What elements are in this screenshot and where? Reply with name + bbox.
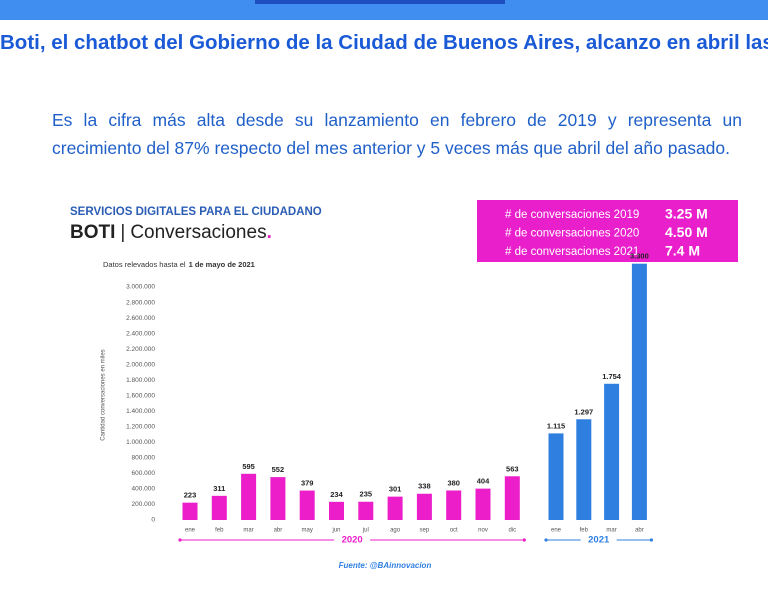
value-label: 338	[418, 482, 431, 491]
value-label: 1.115	[547, 421, 565, 430]
tab	[255, 0, 505, 4]
summary-label: # de conversaciones 2021	[505, 246, 639, 258]
bar	[604, 383, 620, 520]
summary-box	[477, 200, 738, 262]
y-tick-label: 800.000	[132, 455, 156, 462]
chart-note: Datos relevados hasta el 1 de mayo de 202…	[103, 260, 255, 269]
bar	[416, 493, 432, 520]
bar	[548, 433, 564, 520]
y-tick-label: 1.400.000	[126, 408, 155, 415]
top-bar	[0, 0, 768, 20]
chart-title: BOTI | Conversaciones.	[70, 222, 272, 243]
separator: |	[120, 222, 125, 243]
value-label: 563	[506, 464, 519, 473]
value-label: 301	[389, 485, 402, 494]
x-tick-label: feb	[580, 528, 589, 534]
bar	[446, 490, 462, 520]
y-tick-label: 2.200.000	[126, 346, 155, 353]
x-tick-label: feb	[215, 528, 224, 534]
note: Datos relevados hasta el	[103, 260, 186, 269]
bracket-end	[522, 538, 526, 542]
headline: Boti, el chatbot del Gobierno de la Ciud…	[0, 30, 768, 86]
value-label: 379	[301, 479, 314, 488]
bar	[182, 502, 198, 520]
y-tick-label: 1.000.000	[126, 439, 155, 446]
bar	[387, 496, 403, 520]
y-tick-label: 1.200.000	[126, 424, 155, 431]
x-tick-label: abr	[635, 528, 644, 534]
value-label: 380	[447, 478, 460, 487]
summary-label: # de conversaciones 2020	[505, 228, 639, 240]
summary-label: # de conversaciones 2019	[505, 209, 639, 221]
value-label: 234	[330, 490, 343, 499]
y-tick-label: 2.600.000	[126, 315, 155, 322]
x-tick-label: dic	[508, 528, 516, 534]
x-tick-label: jun	[331, 528, 340, 534]
dot: .	[267, 222, 272, 243]
x-tick-label: oct	[450, 528, 458, 534]
value-label: 1.297	[574, 407, 593, 416]
bar	[241, 473, 257, 520]
year-label: 2020	[342, 535, 363, 546]
y-tick-label: 400.000	[132, 486, 156, 493]
value-label: 552	[272, 465, 285, 474]
summary-value: 7.4 M	[665, 243, 700, 259]
x-tick-label: sep	[420, 528, 430, 534]
y-tick-label: 600.000	[132, 470, 156, 477]
headline-text: Boti, el chatbot del Gobierno de la Ciud…	[0, 31, 768, 54]
bracket-end	[544, 538, 548, 542]
x-tick-label: abr	[274, 528, 283, 534]
value-label: 404	[477, 477, 490, 486]
value-label: 223	[184, 491, 197, 500]
value-label: 311	[213, 484, 225, 493]
summary-value: 4.50 M	[665, 224, 708, 240]
bar	[576, 419, 592, 520]
y-axis-label: Cantidad conversaciones en miles	[101, 349, 107, 440]
x-tick-label: may	[302, 528, 313, 534]
bracket-end	[178, 538, 182, 542]
bar	[299, 490, 315, 520]
bar	[329, 501, 344, 520]
x-tick-label: mar	[606, 528, 616, 534]
value-label: 3.300	[630, 252, 649, 261]
bar	[358, 501, 374, 520]
x-tick-label: ene	[185, 528, 196, 534]
subtitle: Es la cifra más alta desde su lanzamient…	[52, 110, 742, 158]
note-bold: 1 de mayo de 2021	[189, 260, 255, 269]
source: Fuente: @BAinnovacion	[339, 561, 432, 570]
bar	[270, 477, 286, 520]
y-tick-label: 2.800.000	[126, 299, 155, 306]
bar	[475, 488, 491, 520]
bar	[631, 263, 647, 520]
title-bold: BOTI	[70, 222, 115, 243]
y-tick-label: 2.400.000	[126, 330, 155, 337]
y-tick-label: 3.000.000	[126, 284, 155, 291]
chart-kicker: SERVICIOS DIGITALES PARA EL CIUDADANO	[70, 206, 322, 218]
bar	[211, 495, 227, 520]
y-tick-label: 0	[151, 517, 155, 524]
y-tick-label: 200.000	[132, 501, 156, 508]
value-label: 1.754	[602, 372, 622, 381]
bracket-end	[649, 538, 654, 542]
x-tick-label: jul	[362, 528, 369, 534]
x-tick-label: ago	[390, 528, 401, 534]
bar	[504, 476, 520, 520]
title-rest: Conversaciones	[130, 222, 266, 243]
year-label: 2021	[588, 535, 610, 546]
y-tick-label: 1.600.000	[126, 392, 155, 399]
value-label: 235	[360, 490, 373, 499]
y-tick-label: 1.800.000	[126, 377, 155, 384]
value-label: 595	[242, 462, 255, 471]
y-tick-label: 2.000.000	[126, 361, 155, 368]
x-tick-label: mar	[243, 528, 253, 534]
summary-value: 3.25 M	[665, 206, 708, 222]
x-tick-label: ene	[551, 528, 562, 534]
x-tick-label: nov	[478, 528, 488, 534]
